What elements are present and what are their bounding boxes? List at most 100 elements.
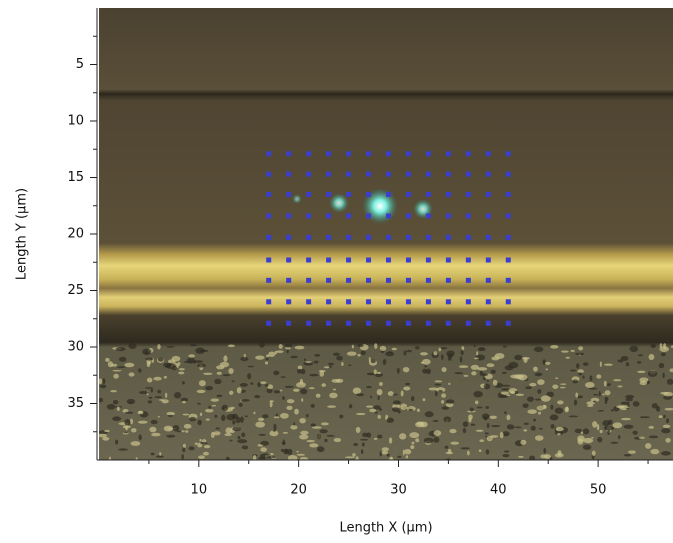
- speckle: [265, 354, 270, 358]
- speckle: [506, 394, 511, 397]
- scan-point: [306, 299, 312, 305]
- scan-point: [385, 277, 391, 283]
- speckle: [623, 453, 632, 457]
- speckle: [373, 405, 381, 410]
- speckle: [300, 368, 306, 375]
- speckle: [554, 407, 564, 414]
- scan-point: [286, 191, 292, 197]
- speckle: [267, 384, 274, 390]
- speckle: [540, 395, 551, 402]
- speckle: [355, 426, 361, 434]
- speckle: [339, 414, 344, 419]
- speckle: [449, 428, 457, 434]
- speckle: [377, 395, 380, 401]
- scan-point: [485, 257, 491, 263]
- speckle: [603, 380, 607, 387]
- speckle: [357, 344, 364, 348]
- speckle: [502, 371, 507, 374]
- speckle: [477, 367, 488, 371]
- speckle: [166, 345, 175, 348]
- scan-point: [346, 191, 352, 197]
- speckle: [327, 405, 337, 408]
- speckle: [113, 373, 119, 379]
- scan-point: [465, 257, 471, 263]
- speckle: [403, 386, 411, 391]
- speckle: [252, 454, 257, 460]
- scan-point: [425, 299, 431, 305]
- speckle: [198, 455, 205, 459]
- y-tick-label: 10: [67, 114, 84, 129]
- speckle: [366, 385, 372, 389]
- speckle: [441, 406, 450, 410]
- speckle: [483, 416, 488, 421]
- scan-point: [505, 171, 511, 177]
- speckle: [434, 380, 443, 383]
- speckle: [381, 450, 389, 455]
- scan-point: [505, 320, 511, 326]
- speckle: [102, 436, 110, 441]
- speckle: [130, 441, 141, 446]
- speckle: [411, 396, 415, 402]
- scan-point: [485, 151, 491, 157]
- speckle: [304, 358, 307, 361]
- speckle: [153, 376, 162, 381]
- speckle: [527, 409, 537, 414]
- speckle: [596, 424, 600, 431]
- speckle: [319, 429, 328, 434]
- y-tick-label: 35: [67, 396, 84, 411]
- speckle: [210, 398, 219, 402]
- scan-point: [465, 191, 471, 197]
- speckle: [110, 389, 117, 393]
- scan-point: [505, 151, 511, 157]
- speckle: [124, 419, 131, 426]
- speckle: [118, 356, 127, 362]
- speckle: [405, 455, 409, 459]
- speckle: [463, 374, 469, 377]
- speckle: [644, 442, 652, 449]
- speckle: [290, 355, 298, 359]
- scan-point: [326, 191, 332, 197]
- scan-point: [306, 257, 312, 263]
- speckle: [617, 385, 623, 388]
- speckle: [341, 362, 344, 367]
- speckle: [167, 359, 176, 364]
- speckle: [255, 355, 265, 360]
- speckle: [586, 401, 595, 405]
- speckle: [426, 368, 431, 375]
- x-tick-label: 50: [590, 483, 607, 498]
- x-axis-label: Length X (μm): [339, 521, 432, 536]
- speckle: [434, 383, 442, 386]
- scan-point: [385, 320, 391, 326]
- scan-point: [405, 277, 411, 283]
- speckle: [546, 391, 555, 398]
- speckle: [108, 456, 112, 460]
- speckle: [658, 415, 663, 419]
- speckle: [557, 433, 561, 436]
- scan-point: [306, 213, 312, 219]
- scan-point: [485, 277, 491, 283]
- speckle: [504, 411, 507, 415]
- speckle: [106, 403, 116, 410]
- speckle: [99, 378, 103, 385]
- speckle: [178, 368, 185, 371]
- speckle: [612, 422, 623, 429]
- speckle: [647, 370, 658, 377]
- speckle: [215, 427, 221, 430]
- speckle: [454, 372, 464, 375]
- speckle: [157, 415, 160, 418]
- speckle: [237, 439, 248, 444]
- speckle: [489, 415, 497, 419]
- speckle: [534, 398, 542, 401]
- speckle: [205, 408, 214, 413]
- scan-point: [286, 277, 292, 283]
- scan-point: [425, 171, 431, 177]
- speckle: [466, 450, 470, 456]
- speckle: [255, 421, 265, 428]
- speckle: [416, 408, 420, 412]
- speckle: [664, 407, 673, 411]
- scan-point: [366, 257, 372, 263]
- speckle: [112, 399, 119, 405]
- speckle: [610, 441, 619, 444]
- speckle: [577, 369, 584, 374]
